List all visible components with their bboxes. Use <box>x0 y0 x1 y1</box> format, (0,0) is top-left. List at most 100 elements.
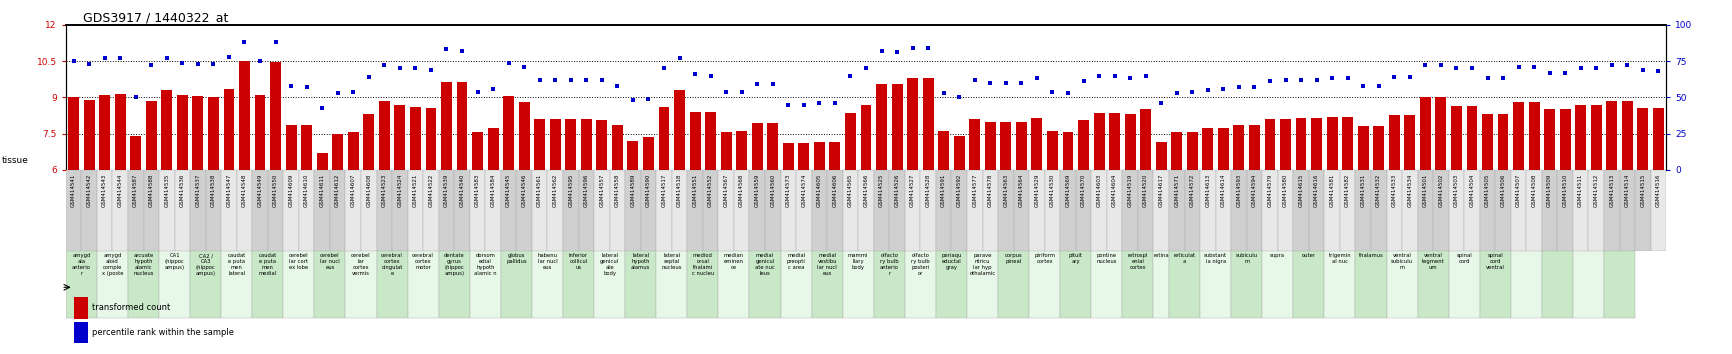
Bar <box>128 170 144 251</box>
Bar <box>1341 170 1356 251</box>
Text: tissue: tissue <box>2 156 29 165</box>
Bar <box>812 251 843 318</box>
Text: GSM414541: GSM414541 <box>71 174 76 207</box>
Text: globus
pallidus: globus pallidus <box>506 253 527 264</box>
Bar <box>625 170 641 251</box>
Point <box>1630 67 1658 73</box>
Bar <box>1200 170 1216 251</box>
Bar <box>781 170 797 251</box>
Text: GSM414531: GSM414531 <box>1361 174 1367 207</box>
Text: caudat
e puta
men
lateral: caudat e puta men lateral <box>227 253 246 276</box>
Bar <box>469 170 485 251</box>
Point <box>152 55 180 61</box>
Bar <box>1122 251 1154 318</box>
Text: lateral
hypoth
alamus: lateral hypoth alamus <box>630 253 651 270</box>
Point <box>1131 73 1159 78</box>
Bar <box>1278 170 1294 251</box>
Bar <box>656 170 672 251</box>
Point <box>293 84 320 90</box>
Point <box>696 73 724 78</box>
Bar <box>360 170 376 251</box>
Bar <box>1621 101 1633 170</box>
Point <box>511 64 539 70</box>
Point <box>277 83 305 88</box>
Bar <box>1557 170 1573 251</box>
Text: GSM414534: GSM414534 <box>1408 174 1412 207</box>
Bar <box>876 84 887 170</box>
Bar <box>1155 142 1167 170</box>
Bar <box>873 170 889 251</box>
Text: GSM414536: GSM414536 <box>180 174 185 207</box>
Point <box>542 77 570 83</box>
Bar <box>407 170 423 251</box>
Bar <box>1263 251 1294 318</box>
Point <box>805 100 833 106</box>
Text: GSM414549: GSM414549 <box>258 174 263 207</box>
Text: GSM414517: GSM414517 <box>662 174 667 207</box>
Text: GSM414604: GSM414604 <box>1112 174 1117 207</box>
Point <box>1380 74 1408 80</box>
Bar <box>1342 117 1353 170</box>
Bar <box>206 170 222 251</box>
Text: GSM414571: GSM414571 <box>1174 174 1179 207</box>
Text: GSM414617: GSM414617 <box>1159 174 1164 207</box>
Bar <box>1249 125 1259 170</box>
Point <box>262 39 289 45</box>
Point <box>1209 86 1237 91</box>
Bar <box>766 170 781 251</box>
Bar <box>986 121 996 170</box>
Bar <box>798 143 809 170</box>
Bar <box>1107 170 1122 251</box>
Point <box>355 74 383 80</box>
Bar <box>1358 126 1368 170</box>
Point <box>1427 63 1455 68</box>
Text: GSM414509: GSM414509 <box>1547 174 1552 207</box>
Text: GSM414546: GSM414546 <box>521 174 527 207</box>
Bar <box>300 170 315 251</box>
Text: GSM414590: GSM414590 <box>646 174 651 207</box>
Bar <box>1076 170 1091 251</box>
Bar <box>457 82 468 170</box>
Point <box>1271 77 1299 83</box>
Bar <box>750 251 781 318</box>
Text: GSM414561: GSM414561 <box>537 174 542 207</box>
Bar <box>1311 118 1322 170</box>
Text: lateral
septal
nucleus: lateral septal nucleus <box>662 253 682 270</box>
Bar <box>1573 170 1588 251</box>
Text: GSM414502: GSM414502 <box>1438 174 1443 207</box>
Text: GSM414535: GSM414535 <box>165 174 170 207</box>
Bar <box>1327 117 1337 170</box>
Point <box>106 55 133 61</box>
Point <box>230 39 258 45</box>
Bar <box>966 251 998 318</box>
Bar <box>920 170 935 251</box>
Bar <box>998 170 1013 251</box>
Text: amygd
ala
anterio
r: amygd ala anterio r <box>73 253 90 276</box>
Text: GSM414565: GSM414565 <box>849 174 852 207</box>
Bar <box>611 125 624 170</box>
Bar <box>1294 251 1325 318</box>
Bar <box>643 137 655 170</box>
Text: piriform
cortex: piriform cortex <box>1034 253 1055 264</box>
Bar <box>222 170 237 251</box>
Text: thalamus: thalamus <box>1358 253 1384 258</box>
Point <box>774 102 802 108</box>
Text: GSM414547: GSM414547 <box>227 174 232 207</box>
Bar <box>656 251 688 318</box>
Bar <box>1233 125 1244 170</box>
Point <box>1055 90 1082 96</box>
Bar <box>1448 170 1464 251</box>
Bar <box>1356 251 1387 318</box>
Bar <box>1013 170 1029 251</box>
Point <box>1443 65 1470 71</box>
Text: medial
vestibu
lar nucl
eus: medial vestibu lar nucl eus <box>818 253 837 276</box>
Point <box>1474 76 1502 81</box>
Text: GSM414608: GSM414608 <box>365 174 371 207</box>
Point <box>587 77 615 83</box>
Bar <box>1185 170 1200 251</box>
Point <box>1396 74 1424 80</box>
Bar <box>97 251 128 318</box>
Bar <box>889 170 904 251</box>
Bar <box>1483 114 1493 170</box>
Bar <box>594 251 625 318</box>
